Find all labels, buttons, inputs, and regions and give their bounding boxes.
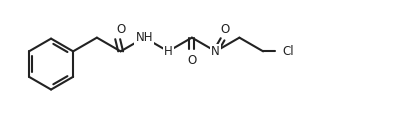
Text: H: H — [164, 45, 173, 58]
Text: N: N — [211, 45, 220, 58]
Text: NH: NH — [136, 31, 153, 44]
Text: Cl: Cl — [282, 45, 294, 58]
Text: O: O — [187, 54, 196, 67]
Text: O: O — [220, 23, 229, 36]
Text: O: O — [116, 23, 125, 36]
